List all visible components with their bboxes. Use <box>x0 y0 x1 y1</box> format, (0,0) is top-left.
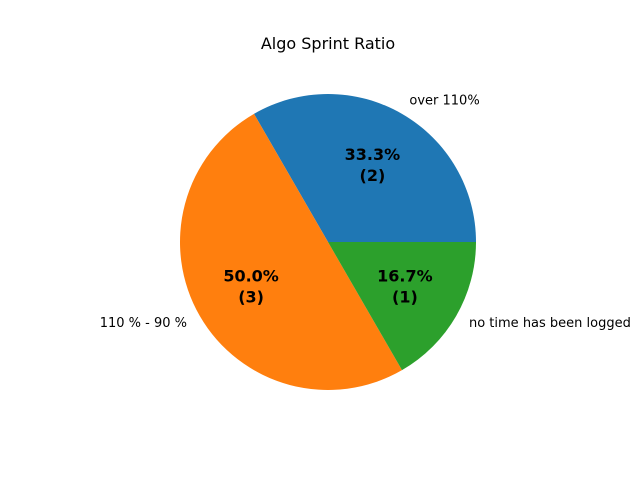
pie-slice-0 <box>254 93 476 242</box>
slice-label-1: 110 % - 90 % <box>100 316 187 331</box>
slice-percent-label-0: 33.3% <box>345 145 401 164</box>
pie-slice-1 <box>180 113 402 390</box>
slice-percent-label-1: 50.0% <box>223 266 279 285</box>
slice-count-label-1: (3) <box>238 287 264 306</box>
pie-labels: over 110% 33.3% (2) 110 % - 90 % 50.0% (3) no … <box>100 94 631 331</box>
pie-slices <box>180 93 476 390</box>
slice-count-label-0: (2) <box>360 166 386 185</box>
pie-slice-2 <box>328 242 476 371</box>
slice-label-0: over 110% <box>409 94 479 109</box>
slice-percent-label-2: 16.7% <box>377 266 433 285</box>
slice-count-label-2: (1) <box>392 287 418 306</box>
chart-title: Algo Sprint Ratio <box>261 34 395 53</box>
slice-label-2: no time has been logged <box>469 316 631 331</box>
